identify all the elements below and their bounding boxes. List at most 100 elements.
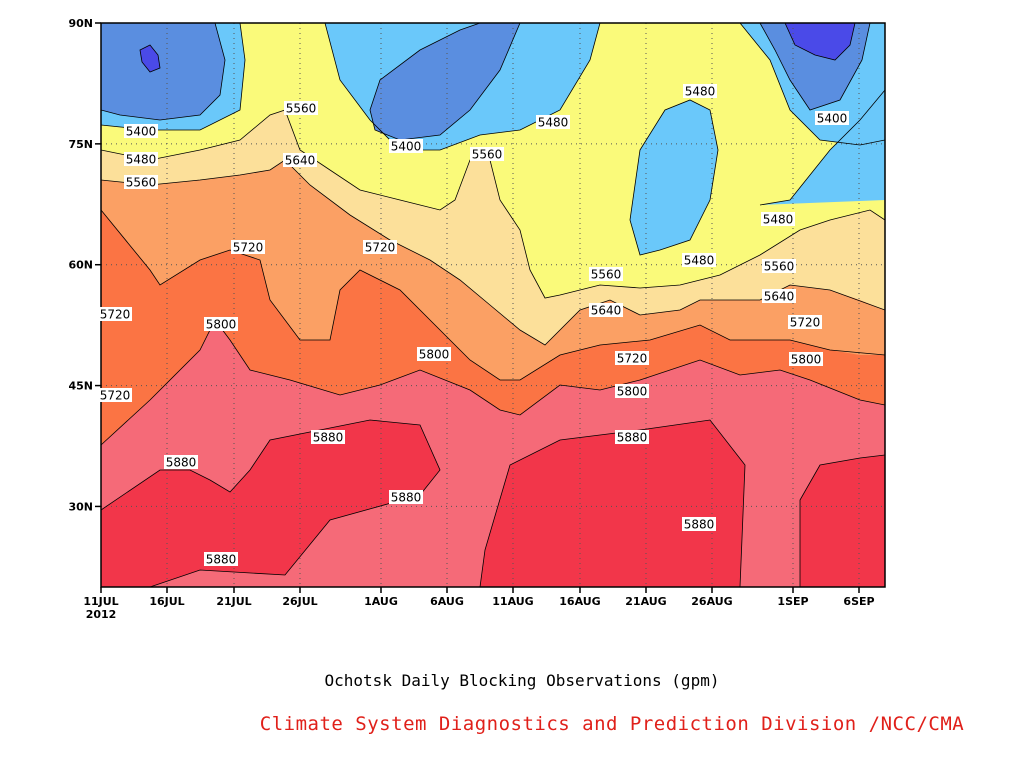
contour-label-bg — [589, 267, 623, 281]
contour-label-text: 5640 — [285, 154, 316, 168]
contour-lines — [101, 23, 885, 587]
x-tick-label: 21AUG — [625, 595, 666, 608]
contour-label-bg — [788, 315, 822, 329]
band-5480-5560-patch-center — [630, 100, 718, 255]
x-tick-label: 21JUL — [216, 595, 251, 608]
contour-label: 5560 — [470, 147, 504, 162]
contour-label-bg — [389, 139, 423, 153]
contour-label-text: 5720 — [100, 389, 131, 403]
contour-label-text: 5560 — [472, 148, 503, 162]
contour-label-text: 5640 — [764, 290, 795, 304]
y-tick-label: 90N — [68, 17, 93, 30]
contour-label: 5880 — [164, 455, 198, 470]
x-tick-label: 11JUL — [83, 595, 118, 608]
contour-label: 5720 — [615, 351, 649, 366]
x-tick-label: 16AUG — [559, 595, 600, 608]
chart-credit: Climate System Diagnostics and Predictio… — [259, 713, 965, 735]
contour-label-text: 5800 — [617, 385, 648, 399]
y-tick-label: 75N — [68, 138, 93, 151]
contour-label: 5560 — [284, 101, 318, 116]
contour-label-text: 5480 — [763, 213, 794, 227]
contour-label-bg — [124, 152, 158, 166]
contour-label: 5880 — [311, 430, 345, 445]
x-year-label: 2012 — [86, 608, 117, 621]
contour-label-text: 5560 — [764, 260, 795, 274]
contour-label: 5560 — [589, 267, 623, 282]
contour-label-bg — [682, 253, 716, 267]
y-tick-label: 45N — [68, 380, 93, 393]
x-tick-label: 16JUL — [149, 595, 184, 608]
contour-label-bg — [417, 347, 451, 361]
contour-label-bg — [615, 430, 649, 444]
contour-labels: 5400 5480 5560 5560 5640 5400 5560 5480 5480 5400… — [98, 84, 849, 567]
contour-label-text: 5560 — [591, 268, 622, 282]
y-tick-label: 30N — [68, 500, 93, 513]
contour-label-bg — [762, 289, 796, 303]
contour-label: 5640 — [283, 153, 317, 168]
x-axis: 11JUL 16JUL 21JUL 26JUL 1AUG 6AUG 11AUG 16AUG 21… — [83, 587, 875, 621]
band-5480-5560-patch-east — [760, 90, 885, 205]
contour-label-text: 5400 — [126, 125, 157, 139]
contour-label: 5800 — [789, 352, 823, 367]
contour-label-text: 5800 — [791, 353, 822, 367]
contour-label: 5560 — [124, 175, 158, 190]
contour-label: 5880 — [615, 430, 649, 445]
contour-label-text: 5880 — [206, 553, 237, 567]
grid-lines — [101, 23, 885, 587]
contour-label-text: 5480 — [684, 254, 715, 268]
x-tick-label: 26JUL — [282, 595, 317, 608]
contour-label-text: 5880 — [617, 431, 648, 445]
contour-label-text: 5400 — [391, 140, 422, 154]
contour-label: 5480 — [761, 212, 795, 227]
contour-label: 5800 — [204, 317, 238, 332]
contour-label-text: 5720 — [365, 241, 396, 255]
contour-label-text: 5720 — [790, 316, 821, 330]
contour-label-text: 5880 — [391, 491, 422, 505]
contour-label: 5720 — [788, 315, 822, 330]
contour-label: 5640 — [589, 303, 623, 318]
contour-label-text: 5560 — [286, 102, 317, 116]
contour-label-bg — [761, 212, 795, 226]
contour-label-bg — [815, 111, 849, 125]
x-tick-label: 6AUG — [430, 595, 464, 608]
contour-label: 5800 — [615, 384, 649, 399]
chart-title: Ochotsk Daily Blocking Observations (gpm… — [324, 671, 720, 690]
contour-label: 5560 — [762, 259, 796, 274]
contour-label-text: 5880 — [313, 431, 344, 445]
contour-label: 5480 — [682, 253, 716, 268]
contour-label: 5880 — [204, 552, 238, 567]
contour-label: 5720 — [363, 240, 397, 255]
contour-label-bg — [204, 552, 238, 566]
contour-label-bg — [762, 259, 796, 273]
contour-label-bg — [164, 455, 198, 469]
band-5400-5480-north — [370, 23, 520, 140]
contour-label-text: 5880 — [166, 456, 197, 470]
contour-label-bg — [615, 384, 649, 398]
contour-label-bg — [98, 388, 132, 402]
contour-label: 5480 — [683, 84, 717, 99]
contour-label: 5720 — [98, 388, 132, 403]
contour-label-bg — [683, 84, 717, 98]
contour-label-bg — [124, 175, 158, 189]
contour-label-text: 5480 — [685, 85, 716, 99]
x-tick-label: 26AUG — [691, 595, 732, 608]
plot-area — [101, 23, 885, 587]
contour-label-bg — [789, 352, 823, 366]
contour-label: 5400 — [389, 139, 423, 154]
contour-label: 5720 — [98, 307, 132, 322]
contour-label-bg — [536, 115, 570, 129]
contour-label-bg — [204, 317, 238, 331]
contour-label-text: 5400 — [817, 112, 848, 126]
band-5480-5560 — [101, 23, 885, 150]
contour-label-text: 5720 — [233, 241, 264, 255]
contour-label-text: 5480 — [538, 116, 569, 130]
band-5400-5480-west — [101, 23, 225, 120]
contour-label: 5480 — [536, 115, 570, 130]
x-tick-label: 1SEP — [777, 595, 808, 608]
contour-label: 5480 — [124, 152, 158, 167]
contour-label: 5880 — [682, 517, 716, 532]
contour-label-text: 5800 — [419, 348, 450, 362]
y-axis: 30N 45N 60N 75N 90N — [68, 17, 101, 513]
contour-label-bg — [124, 124, 158, 138]
contour-label: 5880 — [389, 490, 423, 505]
